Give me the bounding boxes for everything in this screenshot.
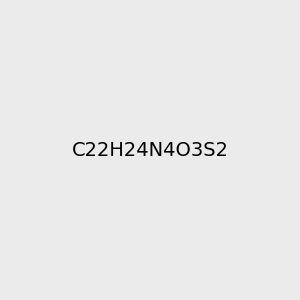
Text: C22H24N4O3S2: C22H24N4O3S2 <box>71 140 229 160</box>
